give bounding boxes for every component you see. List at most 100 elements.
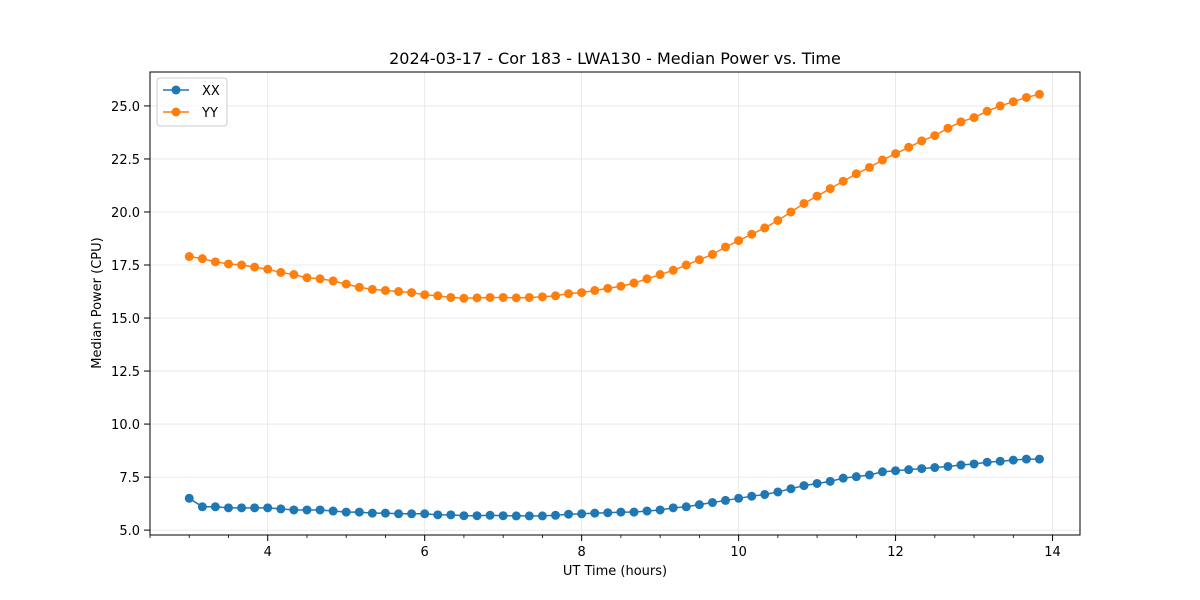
- data-point-xx: [917, 464, 927, 474]
- data-point-xx: [551, 510, 561, 520]
- data-point-yy: [786, 207, 796, 217]
- y-tick-label: 22.5: [111, 153, 140, 168]
- data-point-xx: [328, 506, 338, 516]
- data-point-yy: [812, 191, 822, 201]
- data-point-xx: [943, 461, 953, 471]
- grid-lines: [150, 72, 1080, 535]
- data-point-yy: [354, 282, 364, 292]
- series-yy: [184, 89, 1044, 303]
- data-point-yy: [472, 293, 482, 303]
- data-point-xx: [799, 481, 809, 491]
- y-tick-label: 7.5: [119, 471, 140, 486]
- data-point-xx: [263, 503, 273, 513]
- data-point-yy: [930, 131, 940, 141]
- data-point-xx: [760, 489, 770, 499]
- data-point-xx: [1008, 455, 1018, 465]
- data-point-xx: [590, 508, 600, 518]
- data-point-yy: [969, 113, 979, 123]
- data-point-yy: [420, 290, 430, 300]
- data-point-yy: [276, 267, 286, 277]
- data-point-xx: [773, 487, 783, 497]
- data-point-xx: [537, 511, 547, 521]
- data-point-xx: [734, 493, 744, 503]
- data-point-xx: [184, 493, 194, 503]
- data-point-yy: [694, 255, 704, 265]
- x-tick-label: 6: [421, 545, 429, 560]
- data-point-xx: [433, 510, 443, 520]
- data-point-xx: [472, 511, 482, 521]
- data-point-yy: [328, 276, 338, 286]
- y-tick-label: 10.0: [111, 418, 140, 433]
- data-point-yy: [721, 242, 730, 252]
- data-point-xx: [786, 484, 796, 494]
- y-tick-label: 5.0: [119, 524, 140, 539]
- legend-marker-xx: [171, 85, 181, 95]
- data-point-xx: [380, 508, 390, 518]
- data-point-xx: [289, 505, 299, 515]
- data-point-xx: [603, 508, 613, 518]
- data-point-xx: [982, 457, 992, 467]
- data-point-xx: [904, 465, 914, 475]
- data-point-yy: [904, 142, 914, 152]
- data-point-xx: [354, 507, 364, 517]
- data-point-xx: [694, 500, 704, 510]
- x-tick-label: 8: [578, 545, 586, 560]
- data-point-xx: [577, 509, 587, 519]
- data-point-xx: [668, 503, 678, 513]
- x-axis-label: UT Time (hours): [563, 564, 667, 579]
- data-point-yy: [734, 236, 744, 246]
- data-point-xx: [825, 476, 835, 486]
- data-point-xx: [524, 511, 534, 521]
- data-point-yy: [407, 288, 417, 298]
- x-tick-label: 14: [1044, 545, 1061, 560]
- y-axis-label: Median Power (CPU): [90, 237, 105, 368]
- data-point-xx: [721, 495, 730, 505]
- data-point-xx: [302, 505, 312, 515]
- data-point-yy: [367, 284, 377, 294]
- data-point-yy: [433, 291, 443, 301]
- data-point-yy: [210, 257, 220, 267]
- data-point-xx: [956, 460, 966, 470]
- legend-marker-yy: [171, 107, 181, 117]
- data-point-xx: [459, 511, 469, 521]
- data-point-xx: [564, 509, 574, 519]
- data-point-yy: [184, 252, 194, 262]
- x-tick-label: 12: [887, 545, 904, 560]
- data-point-xx: [864, 470, 874, 480]
- data-point-yy: [825, 184, 835, 194]
- data-point-yy: [577, 288, 587, 298]
- data-point-xx: [1034, 454, 1044, 464]
- data-point-xx: [851, 472, 861, 482]
- data-point-xx: [891, 466, 901, 476]
- data-point-xx: [446, 510, 456, 520]
- data-point-yy: [590, 285, 600, 295]
- data-point-yy: [838, 176, 848, 186]
- data-point-yy: [446, 292, 456, 302]
- data-point-yy: [237, 260, 247, 270]
- data-point-yy: [289, 270, 299, 280]
- data-point-yy: [956, 117, 966, 127]
- data-point-yy: [681, 260, 691, 270]
- data-point-yy: [511, 293, 521, 303]
- data-point-yy: [747, 229, 757, 239]
- data-point-yy: [263, 264, 273, 274]
- data-point-yy: [341, 279, 351, 289]
- data-point-yy: [459, 293, 469, 303]
- plot-area: [149, 71, 1081, 536]
- data-point-xx: [237, 503, 247, 513]
- data-point-yy: [773, 215, 783, 225]
- data-point-yy: [315, 274, 325, 284]
- y-axis-ticks: 5.0 7.5 10.0 12.5 15.0 17.5 20.0 22.5 25.0: [111, 100, 150, 539]
- data-point-yy: [877, 155, 887, 165]
- data-point-xx: [681, 502, 691, 512]
- data-point-xx: [341, 507, 351, 517]
- data-point-yy: [551, 291, 561, 301]
- data-point-xx: [367, 508, 377, 518]
- data-point-yy: [380, 285, 390, 295]
- series-layer: [184, 89, 1044, 521]
- data-point-xx: [707, 498, 717, 508]
- y-tick-label: 17.5: [111, 259, 140, 274]
- data-point-xx: [485, 510, 495, 520]
- data-point-xx: [642, 506, 652, 516]
- data-point-xx: [276, 504, 286, 514]
